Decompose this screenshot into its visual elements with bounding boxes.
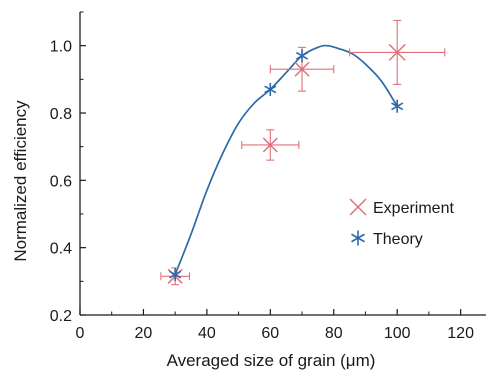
- x-marker-stroke: [262, 137, 278, 153]
- x-marker-stroke: [388, 43, 406, 61]
- axes: 0 20 40 60 80 100 120 0.2 0.4 0.6 0.8 1.0: [50, 11, 486, 342]
- star-marker-stroke: [391, 102, 404, 111]
- x-tick-label: 0: [76, 325, 85, 342]
- legend-experiment-label: Experiment: [373, 200, 454, 217]
- x-marker-stroke: [294, 61, 310, 77]
- x-tick-label: 40: [198, 325, 216, 342]
- x-tick-label: 20: [135, 325, 153, 342]
- theory-curve-layer: [174, 44, 398, 275]
- star-marker-stroke: [264, 85, 277, 94]
- y-tick-label: 1.0: [50, 39, 72, 56]
- theory-point: [295, 49, 309, 63]
- marker-layer: [167, 43, 406, 284]
- x-tick-label: 120: [447, 325, 474, 342]
- x-tick-label: 80: [325, 325, 343, 342]
- y-tick-label: 0.8: [50, 106, 72, 123]
- theory-point: [391, 99, 404, 113]
- experiment-point: [388, 43, 406, 61]
- y-axis-title: Normalized efficiency: [11, 100, 30, 262]
- star-marker-stroke: [295, 51, 309, 60]
- x-axis-title: Averaged size of grain (μm): [167, 351, 376, 370]
- legend-theory-marker: [351, 230, 365, 246]
- experiment-point: [262, 137, 278, 153]
- star-marker-stroke: [169, 270, 182, 279]
- legend-experiment-marker: [349, 198, 367, 216]
- experiment-point: [294, 61, 310, 77]
- theory-curve: [174, 44, 398, 275]
- legend: Experiment Theory: [349, 198, 454, 248]
- y-tick-label: 0.4: [50, 241, 72, 258]
- x-marker-stroke: [349, 198, 367, 216]
- theory-point: [169, 268, 182, 282]
- theory-point: [264, 82, 277, 96]
- x-tick-label: 60: [261, 325, 279, 342]
- legend-theory-label: Theory: [373, 231, 423, 248]
- y-tick-label: 0.6: [50, 173, 72, 190]
- star-marker-stroke: [351, 233, 365, 243]
- y-tick-label: 0.2: [50, 308, 72, 325]
- x-tick-label: 100: [384, 325, 411, 342]
